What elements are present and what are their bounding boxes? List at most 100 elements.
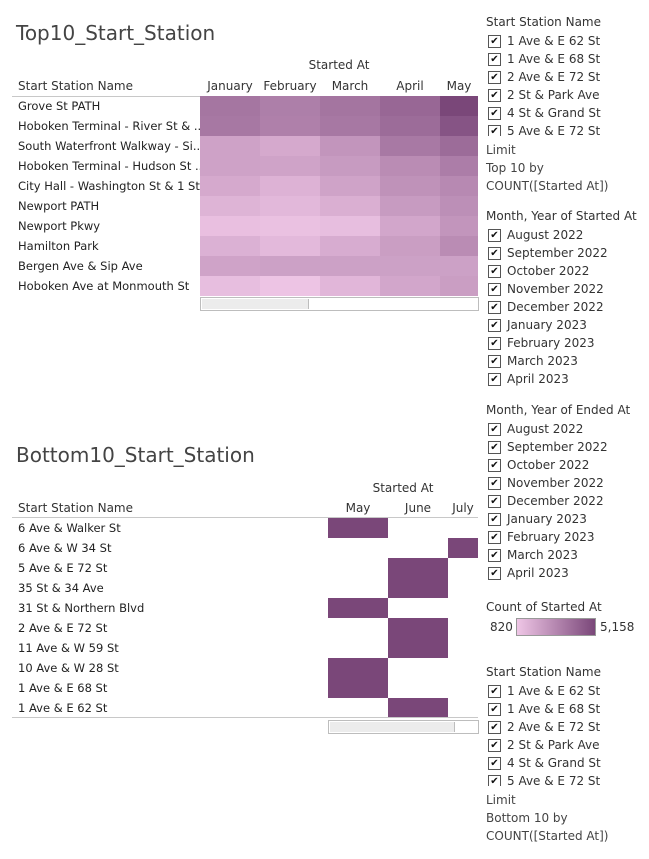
legend-max: 5,158 <box>600 620 635 634</box>
filter-checkbox-item[interactable]: ✔ December 2022 <box>486 492 636 510</box>
bottom-horizontal-scrollbar[interactable] <box>328 720 479 734</box>
checkbox[interactable]: ✔ <box>488 548 501 562</box>
filter-item-label: October 2022 <box>507 264 590 278</box>
filter-checkbox-item[interactable]: ✔ October 2022 <box>486 262 636 280</box>
filter-checkbox-item[interactable]: ✔ August 2022 <box>486 226 636 244</box>
checkbox[interactable]: ✔ <box>488 566 501 580</box>
filter-checkbox-item[interactable]: ✔ September 2022 <box>486 438 636 456</box>
filter-item-label: February 2023 <box>507 336 595 350</box>
filter-checkbox-item[interactable]: ✔ 1 Ave & E 68 St <box>486 50 636 68</box>
checkbox[interactable]: ✔ <box>488 756 501 770</box>
checkbox[interactable]: ✔ <box>488 106 501 120</box>
filter-checkbox-item[interactable]: ✔ 4 St & Grand St <box>486 104 636 122</box>
filter-checkbox-item[interactable]: ✔ 2 Ave & E 72 St <box>486 718 636 736</box>
filter-item-label: December 2022 <box>507 494 604 508</box>
filter-checkbox-item[interactable]: ✔ November 2022 <box>486 280 636 298</box>
filter-checkbox-item[interactable]: ✔ 1 Ave & E 68 St <box>486 700 636 718</box>
checkbox[interactable]: ✔ <box>488 282 501 296</box>
filter-checkbox-item[interactable]: ✔ January 2023 <box>486 316 636 334</box>
checkbox[interactable]: ✔ <box>488 246 501 260</box>
bottom-row-label: 6 Ave & Walker St <box>18 521 121 535</box>
top-row-label: Hoboken Terminal - River St & .. <box>18 119 200 133</box>
top-horizontal-scrollbar[interactable] <box>200 297 479 311</box>
filter-checkbox-item[interactable]: ✔ 2 St & Park Ave <box>486 86 636 104</box>
bottom-footer-divider <box>12 717 478 718</box>
legend-title: Count of Started At <box>486 600 602 614</box>
checkbox[interactable]: ✔ <box>488 34 501 48</box>
heatmap-cell <box>320 176 380 196</box>
checkbox[interactable]: ✔ <box>488 440 501 454</box>
heatmap-cell <box>380 96 440 116</box>
checkbox[interactable]: ✔ <box>488 476 501 490</box>
bottom-row-label: 1 Ave & E 62 St <box>18 701 108 715</box>
checkbox[interactable]: ✔ <box>488 458 501 472</box>
top-row-label: South Waterfront Walkway - Si.. <box>18 139 200 153</box>
filter-checkbox-item[interactable]: ✔ December 2022 <box>486 298 636 316</box>
checkbox[interactable]: ✔ <box>488 512 501 526</box>
heatmap-cell <box>260 256 320 276</box>
filter-month-ended-title: Month, Year of Ended At <box>486 403 631 417</box>
heatmap-cell <box>320 116 380 136</box>
filter-checkbox-item[interactable]: ✔ February 2023 <box>486 528 636 546</box>
filter-checkbox-item[interactable]: ✔ 5 Ave & E 72 St <box>486 772 636 786</box>
filter-item-label: 5 Ave & E 72 St <box>507 774 601 786</box>
filter-checkbox-item[interactable]: ✔ 5 Ave & E 72 St <box>486 122 636 136</box>
filter-checkbox-item[interactable]: ✔ 4 St & Grand St <box>486 754 636 772</box>
checkbox[interactable]: ✔ <box>488 52 501 66</box>
top-column-group-header: Started At <box>308 58 370 72</box>
heatmap-cell <box>440 256 478 276</box>
filter-checkbox-item[interactable]: ✔ September 2022 <box>486 244 636 262</box>
filter-checkbox-item[interactable]: ✔ October 2022 <box>486 456 636 474</box>
heatmap-cell <box>440 176 478 196</box>
filter-item-label: 2 St & Park Ave <box>507 88 600 102</box>
filter-checkbox-item[interactable]: ✔ August 2022 <box>486 420 636 438</box>
limit-value: Top 10 by COUNT([Started At]) <box>486 161 609 193</box>
filter-checkbox-item[interactable]: ✔ March 2023 <box>486 352 636 370</box>
checkbox[interactable]: ✔ <box>488 264 501 278</box>
checkbox[interactable]: ✔ <box>488 300 501 314</box>
checkbox[interactable]: ✔ <box>488 702 501 716</box>
heatmap-cell <box>260 176 320 196</box>
filter-month-ended-list[interactable]: ✔ August 2022 ✔ September 2022 ✔ October 2022… <box>486 420 636 582</box>
filter-item-label: 2 St & Park Ave <box>507 738 600 752</box>
filter-checkbox-item[interactable]: ✔ 1 Ave & E 62 St <box>486 32 636 50</box>
bottom-scrollbar-thumb[interactable] <box>330 722 455 732</box>
checkbox[interactable]: ✔ <box>488 738 501 752</box>
filter-start-station-list[interactable]: ✔ 1 Ave & E 62 St ✔ 1 Ave & E 68 St ✔ 2 Ave &… <box>486 32 636 136</box>
heatmap-cell <box>200 276 260 296</box>
filter-start-station-2-list[interactable]: ✔ 1 Ave & E 62 St ✔ 1 Ave & E 68 St ✔ 2 Ave &… <box>486 682 636 786</box>
filter-item-label: August 2022 <box>507 228 584 242</box>
filter-checkbox-item[interactable]: ✔ February 2023 <box>486 334 636 352</box>
filter-item-label: December 2022 <box>507 300 604 314</box>
top-column-header: March <box>331 79 369 93</box>
top-column-header: February <box>263 79 317 93</box>
checkbox[interactable]: ✔ <box>488 228 501 242</box>
checkbox[interactable]: ✔ <box>488 774 501 786</box>
checkbox[interactable]: ✔ <box>488 372 501 386</box>
filter-checkbox-item[interactable]: ✔ March 2023 <box>486 546 636 564</box>
top-scrollbar-thumb[interactable] <box>202 299 309 309</box>
checkbox[interactable]: ✔ <box>488 422 501 436</box>
checkbox[interactable]: ✔ <box>488 354 501 368</box>
filter-checkbox-item[interactable]: ✔ 1 Ave & E 62 St <box>486 682 636 700</box>
checkbox[interactable]: ✔ <box>488 70 501 84</box>
filter-checkbox-item[interactable]: ✔ 2 Ave & E 72 St <box>486 68 636 86</box>
filter-checkbox-item[interactable]: ✔ April 2023 <box>486 370 636 388</box>
filter-checkbox-item[interactable]: ✔ January 2023 <box>486 510 636 528</box>
checkbox[interactable]: ✔ <box>488 124 501 136</box>
checkbox[interactable]: ✔ <box>488 336 501 350</box>
heatmap-cell <box>320 256 380 276</box>
filter-item-label: 1 Ave & E 62 St <box>507 684 601 698</box>
heatmap-cell <box>380 156 440 176</box>
heatmap-cell <box>200 96 260 116</box>
checkbox[interactable]: ✔ <box>488 684 501 698</box>
checkbox[interactable]: ✔ <box>488 720 501 734</box>
filter-month-started-list[interactable]: ✔ August 2022 ✔ September 2022 ✔ October 2022… <box>486 226 636 388</box>
filter-checkbox-item[interactable]: ✔ April 2023 <box>486 564 636 582</box>
filter-checkbox-item[interactable]: ✔ November 2022 <box>486 474 636 492</box>
checkbox[interactable]: ✔ <box>488 494 501 508</box>
checkbox[interactable]: ✔ <box>488 88 501 102</box>
checkbox[interactable]: ✔ <box>488 530 501 544</box>
filter-checkbox-item[interactable]: ✔ 2 St & Park Ave <box>486 736 636 754</box>
checkbox[interactable]: ✔ <box>488 318 501 332</box>
